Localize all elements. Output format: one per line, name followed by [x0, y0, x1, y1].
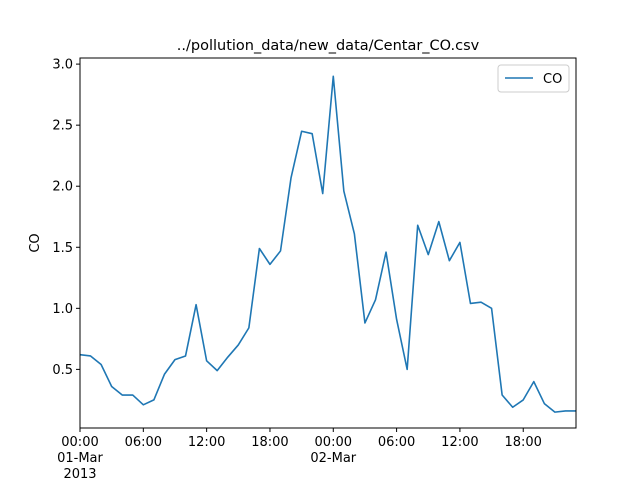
- plot-frame: [79, 57, 577, 429]
- y-tick-label: 1.5: [52, 241, 73, 256]
- y-axis-label: CO: [28, 233, 43, 252]
- x-tick-label: 18:00: [251, 435, 288, 450]
- y-tick-label: 3.0: [52, 58, 73, 73]
- x-tick-label: 12:00: [188, 435, 225, 450]
- x-tick-label: 06:00: [378, 435, 415, 450]
- legend-box: [497, 64, 570, 93]
- legend: CO: [497, 64, 570, 93]
- x-tick-label: 00:00: [315, 435, 352, 450]
- x-tick-label: 06:00: [125, 435, 162, 450]
- y-tick-label: 1.0: [52, 302, 73, 317]
- x-tick-label: 12:00: [441, 435, 478, 450]
- x-tick-label: 02-Mar: [310, 451, 356, 466]
- x-tick-label: 01-Mar: [57, 451, 103, 466]
- x-tick-label: 2013: [63, 467, 96, 480]
- y-tick-label: 2.0: [52, 180, 73, 195]
- x-tick-label: 18:00: [504, 435, 541, 450]
- x-tick-label: 00:00: [61, 435, 98, 450]
- series-layer: [79, 75, 576, 413]
- chart-title: ../pollution_data/new_data/Centar_CO.csv: [177, 38, 480, 54]
- y-tick-label: 0.5: [52, 363, 73, 378]
- y-tick-label: 2.5: [52, 119, 73, 134]
- legend-label-co: CO: [543, 72, 562, 87]
- series-line-co: [79, 75, 576, 413]
